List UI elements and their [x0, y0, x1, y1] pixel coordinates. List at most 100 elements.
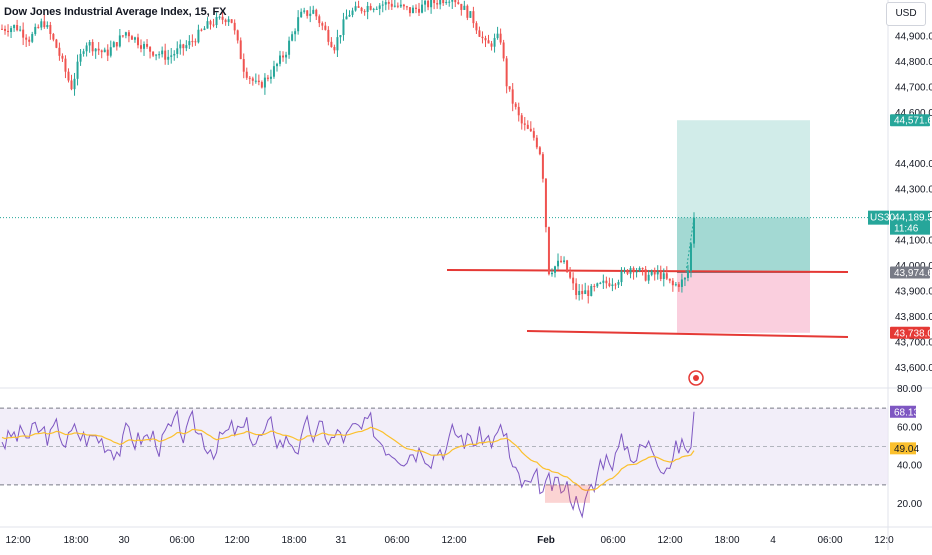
candle-body [469, 11, 472, 18]
candle-body [40, 21, 43, 28]
candle-body [333, 46, 336, 51]
candle-body [233, 22, 236, 31]
candle-body [372, 8, 375, 10]
rsi-value-tag: 68.13 [894, 407, 919, 418]
candle-body [526, 124, 529, 129]
candle-body [427, 0, 430, 8]
candle-body [191, 41, 194, 43]
candle-body [164, 50, 167, 60]
candle-body [581, 290, 584, 295]
candle-body [182, 44, 185, 49]
candle-body [421, 4, 424, 13]
candle-body [408, 7, 411, 14]
candle-body [121, 35, 124, 37]
rsi-ma-tag-bg [890, 442, 916, 455]
candle-body [405, 6, 408, 8]
candle-body [282, 55, 285, 58]
candle-body [632, 268, 635, 273]
candle-body [100, 50, 103, 53]
candle-body [260, 82, 263, 88]
candle-body [508, 86, 511, 90]
candle-body [58, 47, 61, 56]
candle-body [85, 45, 88, 52]
candle-body [351, 10, 354, 15]
candle-body [206, 21, 209, 29]
candle-body [212, 24, 215, 26]
candle-body [511, 89, 514, 104]
lower-line [526, 330, 849, 338]
rsi-tick-label: 40.00 [897, 461, 922, 472]
candle-body [584, 290, 587, 295]
time-tick-label: 12:00 [441, 535, 466, 546]
candle-body [472, 11, 475, 24]
candle-body [623, 269, 626, 272]
currency-button[interactable]: USD [886, 2, 926, 26]
symbol-title: Dow Jones Industrial Average Index, 15, … [4, 6, 227, 18]
price-tick-label: 43,600.00 [895, 363, 932, 374]
rsi-tick-label: 80.00 [897, 384, 922, 395]
candle-body [170, 55, 173, 57]
candle-body [375, 8, 378, 10]
candle-body [587, 290, 590, 296]
candle-body [161, 50, 164, 55]
candle-body [547, 227, 550, 275]
candle-body [541, 154, 544, 179]
candle-body [64, 58, 67, 72]
candle-body [342, 19, 345, 36]
candle-body [203, 28, 206, 30]
candle-body [411, 7, 414, 14]
candle-body [200, 29, 203, 31]
time-tick-label: Feb [537, 535, 555, 546]
candle-body [638, 267, 641, 272]
candle-body [136, 37, 139, 46]
rsi-tick-label: 60.00 [897, 422, 922, 433]
candle-body [31, 34, 34, 42]
candle-body [563, 260, 566, 262]
candle-body [683, 277, 686, 280]
candle-body [656, 271, 659, 275]
tp-price-tag: 44,571.62 [894, 116, 932, 127]
candle-body [662, 273, 665, 280]
time-tick-label: 30 [118, 535, 130, 546]
candle-body [680, 279, 683, 287]
candle-body [578, 290, 581, 296]
candle-body [112, 42, 115, 48]
candle-body [149, 46, 152, 52]
candle-body [215, 17, 218, 26]
projection-line [685, 217, 695, 273]
candle-body [179, 44, 182, 49]
symbol-tag-bg [868, 210, 889, 225]
candle-body [550, 272, 553, 275]
price-tick-label: 44,700.00 [895, 83, 932, 94]
entry-price-tag: 43,974.63 [894, 268, 932, 279]
candle-body [532, 131, 535, 138]
candle-body [251, 78, 254, 81]
candle-body [387, 2, 390, 4]
rsi-line [1, 409, 695, 519]
candle-body [557, 260, 560, 267]
candle-body [185, 45, 188, 49]
candle-body [593, 285, 596, 287]
candle-body [381, 4, 384, 6]
candle-body [82, 51, 85, 54]
candle-body [124, 32, 127, 36]
candle-body [197, 29, 200, 43]
time-tick-label: 12:00 [224, 535, 249, 546]
candle-body [414, 7, 417, 9]
candle-body [544, 178, 547, 228]
candle-body [16, 25, 19, 31]
candle-body [390, 3, 393, 7]
candle-body [49, 24, 52, 34]
rsi-ma-tag: 49.04 [894, 444, 919, 455]
candle-body [363, 11, 366, 13]
candle-body [130, 36, 133, 40]
time-tick-label: 18:00 [63, 535, 88, 546]
candle-body [348, 14, 351, 17]
candle-body [569, 272, 572, 278]
candle-body [496, 33, 499, 39]
tp-price-tag-bg [890, 114, 930, 127]
candle-body [611, 284, 614, 287]
candle-body [67, 71, 70, 81]
